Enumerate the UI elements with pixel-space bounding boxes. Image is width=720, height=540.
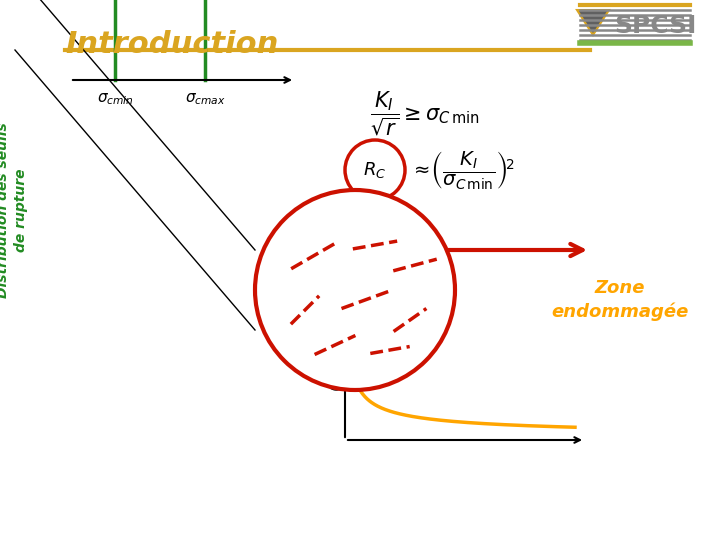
Polygon shape <box>577 10 609 35</box>
Text: SPCSI: SPCSI <box>614 14 696 38</box>
Text: $\sigma$: $\sigma$ <box>318 359 336 372</box>
Text: $\sigma_{cmax}$: $\sigma_{cmax}$ <box>184 91 225 107</box>
Circle shape <box>255 190 455 390</box>
Text: $\dfrac{K_I}{\sqrt{r}} \geq \sigma_{C\,\min}$: $\dfrac{K_I}{\sqrt{r}} \geq \sigma_{C\,\… <box>370 90 480 138</box>
Text: $R_C$: $R_C$ <box>364 160 387 180</box>
Text: Zone
endommagée: Zone endommagée <box>552 279 689 321</box>
Text: $\approx\!\left(\dfrac{K_I}{\sigma_{C\,\min}}\right)^{\!2}$: $\approx\!\left(\dfrac{K_I}{\sigma_{C\,\… <box>410 149 516 191</box>
Text: Introduction: Introduction <box>65 30 279 59</box>
Text: $\sigma_{cmin}$: $\sigma_{cmin}$ <box>96 91 133 107</box>
Circle shape <box>345 140 405 200</box>
Text: $(r)$: $(r)$ <box>329 374 345 392</box>
Text: Distribution des seuils
de rupture: Distribution des seuils de rupture <box>0 122 28 298</box>
